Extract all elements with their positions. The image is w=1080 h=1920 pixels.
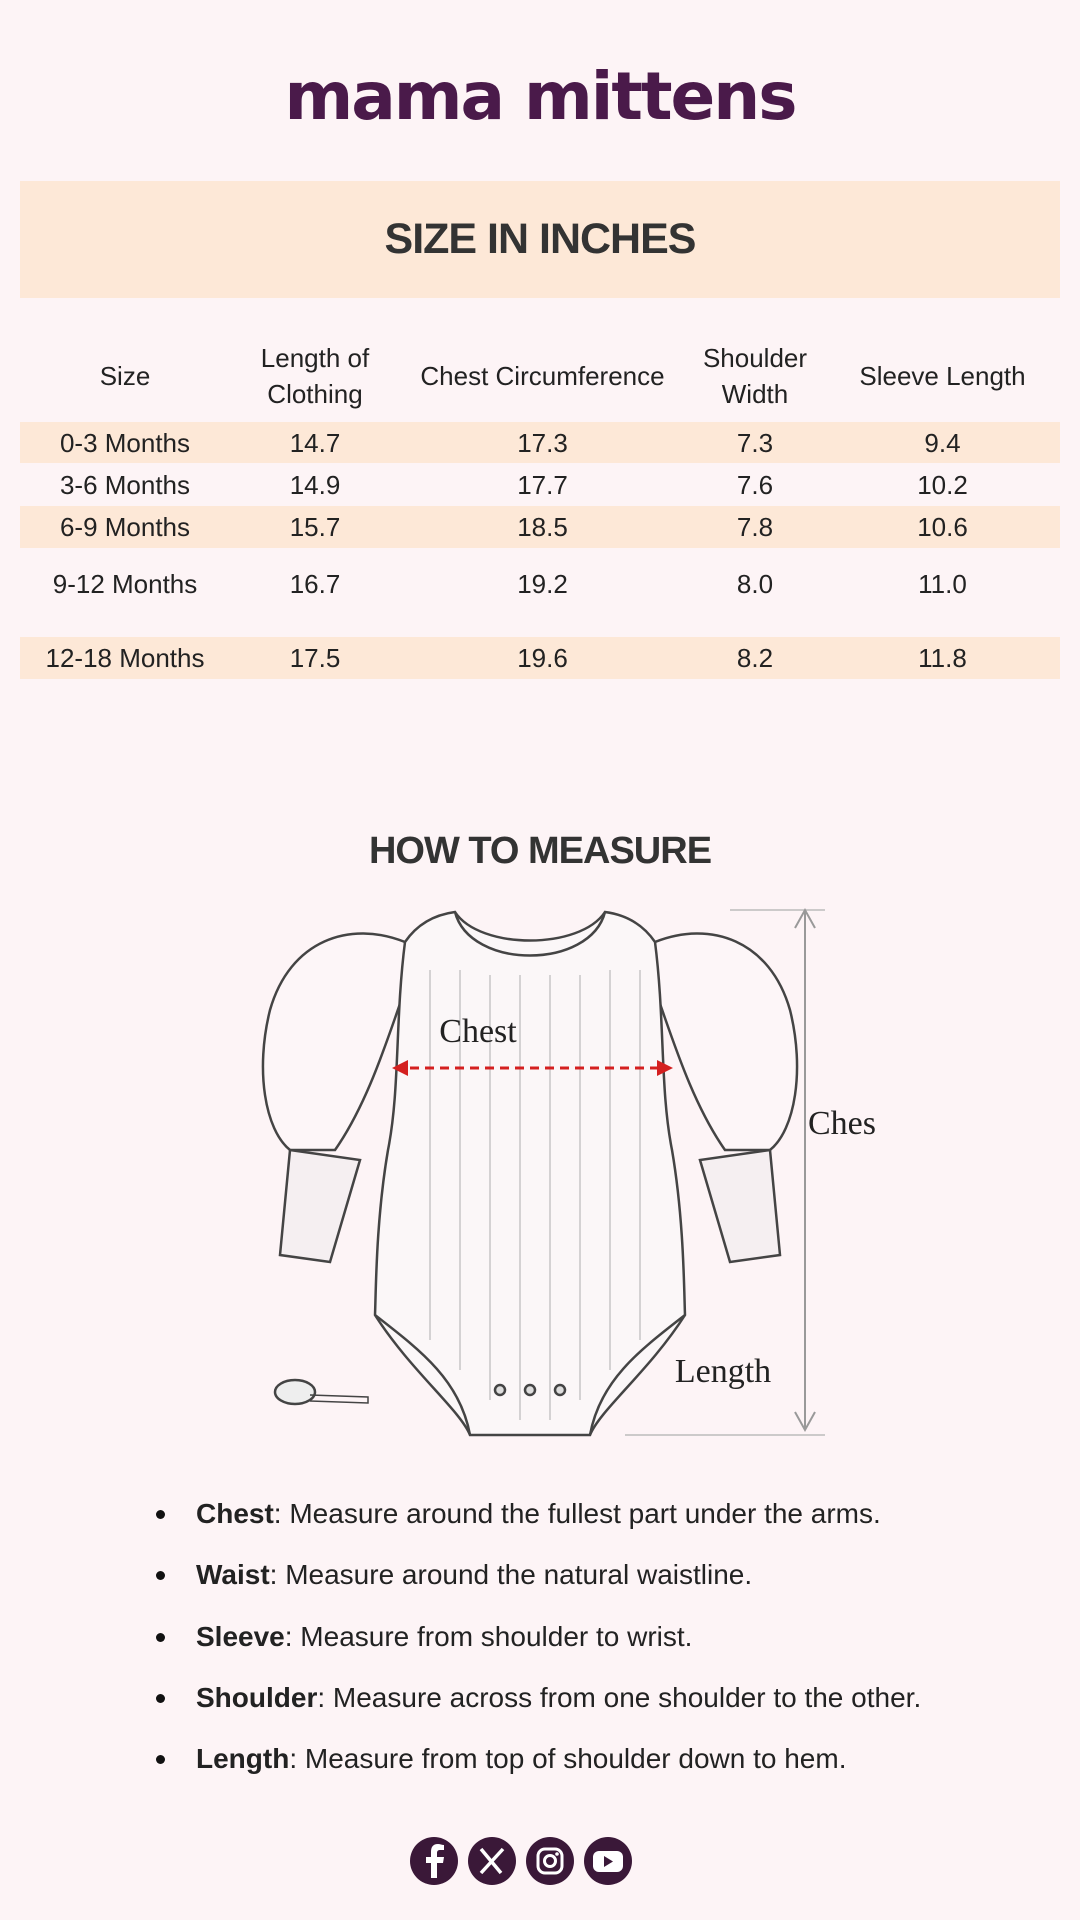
diagram-label: Ches xyxy=(808,1105,876,1142)
column-header: Length of Clothing xyxy=(260,343,370,409)
table-row: 6-9 Months 15.7 18.5 7.8 10.6 xyxy=(20,506,1060,548)
measure-term: Chest xyxy=(196,1498,274,1529)
column-header: Chest Circumference xyxy=(420,361,665,391)
leg-opening xyxy=(374,1314,686,1436)
table-cell: 8.0 xyxy=(736,569,774,599)
column-header: Sleeve Length xyxy=(859,361,1026,391)
ribs xyxy=(429,970,641,1420)
table-cell: 7.8 xyxy=(736,512,774,542)
table-cell: 7.3 xyxy=(736,427,774,458)
neckline xyxy=(453,911,607,957)
table-cell: 14.7 xyxy=(289,427,341,458)
snaps xyxy=(493,1383,567,1397)
table-cell: 16.7 xyxy=(289,569,341,599)
table-cell: 12-18 Months xyxy=(45,643,205,673)
column-header: Shoulder Width xyxy=(702,343,808,409)
table-cell: 6-9 Months xyxy=(59,512,191,542)
table-cell: 9-12 Months xyxy=(52,569,198,599)
size-title: SIZE IN INCHES xyxy=(384,215,697,263)
measure-item: Waist: Measure around the natural waistl… xyxy=(150,1551,921,1612)
table-cell: 18.5 xyxy=(517,512,568,542)
table-cell: 17.7 xyxy=(517,469,568,500)
measure-item: Sleeve: Measure from shoulder to wrist. xyxy=(150,1613,921,1674)
table-cell: 10.2 xyxy=(917,469,968,500)
measure-text: : Measure across from one shoulder to th… xyxy=(317,1681,922,1713)
table-row: 12-18 Months 17.5 19.6 8.2 11.8 xyxy=(20,637,1060,679)
measure-term: Shoulder xyxy=(196,1681,318,1713)
social-icons xyxy=(410,1837,632,1885)
measure-text: : Measure around the fullest part under … xyxy=(273,1498,881,1529)
diagram: Chest Ches Length xyxy=(261,907,876,1437)
cuff xyxy=(698,1148,782,1264)
cuff xyxy=(278,1148,362,1264)
youtube-icon[interactable] xyxy=(584,1837,632,1885)
arrow-head xyxy=(794,907,816,1433)
table-cell: 10.6 xyxy=(917,512,968,542)
measure-text: : Measure from top of shoulder down to h… xyxy=(289,1743,847,1775)
table-cell: 9.4 xyxy=(924,427,961,458)
table-cell: 11.0 xyxy=(918,569,967,599)
tape xyxy=(309,1394,369,1404)
bodysuit xyxy=(373,910,687,1437)
diagram-label: Chest xyxy=(439,1013,517,1050)
title-band: SIZE IN INCHES xyxy=(20,181,1060,298)
table-cell: 17.3 xyxy=(517,427,568,458)
table-cell: 8.2 xyxy=(736,643,774,673)
tape-measure xyxy=(273,1378,317,1406)
table-cell: 17.5 xyxy=(289,643,341,673)
header-row: Size Length of Clothing Chest Circumferenc… xyxy=(20,335,1060,417)
measure-item: Chest: Measure around the fullest part u… xyxy=(150,1490,921,1551)
facebook-icon[interactable] xyxy=(410,1837,458,1885)
table-cell: 14.9 xyxy=(289,469,341,500)
column-header: Size xyxy=(99,361,151,391)
measure-text: : Measure around the natural waistline. xyxy=(269,1559,753,1591)
table-cell: 11.8 xyxy=(918,643,967,673)
instagram-icon[interactable] xyxy=(526,1837,574,1885)
diagram-label: Length xyxy=(675,1353,771,1390)
measure-item: Length: Measure from top of shoulder dow… xyxy=(150,1735,921,1796)
measure-title: HOW TO MEASURE xyxy=(368,830,712,872)
sleeve xyxy=(653,932,799,1152)
measure-term: Sleeve xyxy=(196,1620,285,1652)
table-cell: 0-3 Months xyxy=(59,427,191,458)
x-icon[interactable] xyxy=(468,1837,516,1885)
measure-text: : Measure from shoulder to wrist. xyxy=(284,1620,693,1652)
logo: mama mittens xyxy=(284,58,797,135)
sleeve xyxy=(261,932,407,1152)
table-cell: 19.2 xyxy=(517,569,568,599)
measure-list: Chest: Measure around the fullest part u… xyxy=(150,1490,921,1796)
table-row: 0-3 Months 14.7 17.3 7.3 9.4 xyxy=(20,422,1060,463)
table-cell: 7.6 xyxy=(736,469,774,500)
measure-item: Shoulder: Measure across from one should… xyxy=(150,1674,921,1735)
table-row: 3-6 Months 14.9 17.7 7.6 10.2 xyxy=(20,463,1060,506)
table-cell: 19.6 xyxy=(517,643,568,673)
table-cell: 3-6 Months xyxy=(59,469,191,500)
measure-term: Length xyxy=(196,1743,290,1775)
measure-term: Waist xyxy=(196,1559,270,1591)
table-cell: 15.7 xyxy=(289,512,341,542)
table-row: 9-12 Months 16.7 19.2 8.0 11.0 xyxy=(20,558,1060,610)
